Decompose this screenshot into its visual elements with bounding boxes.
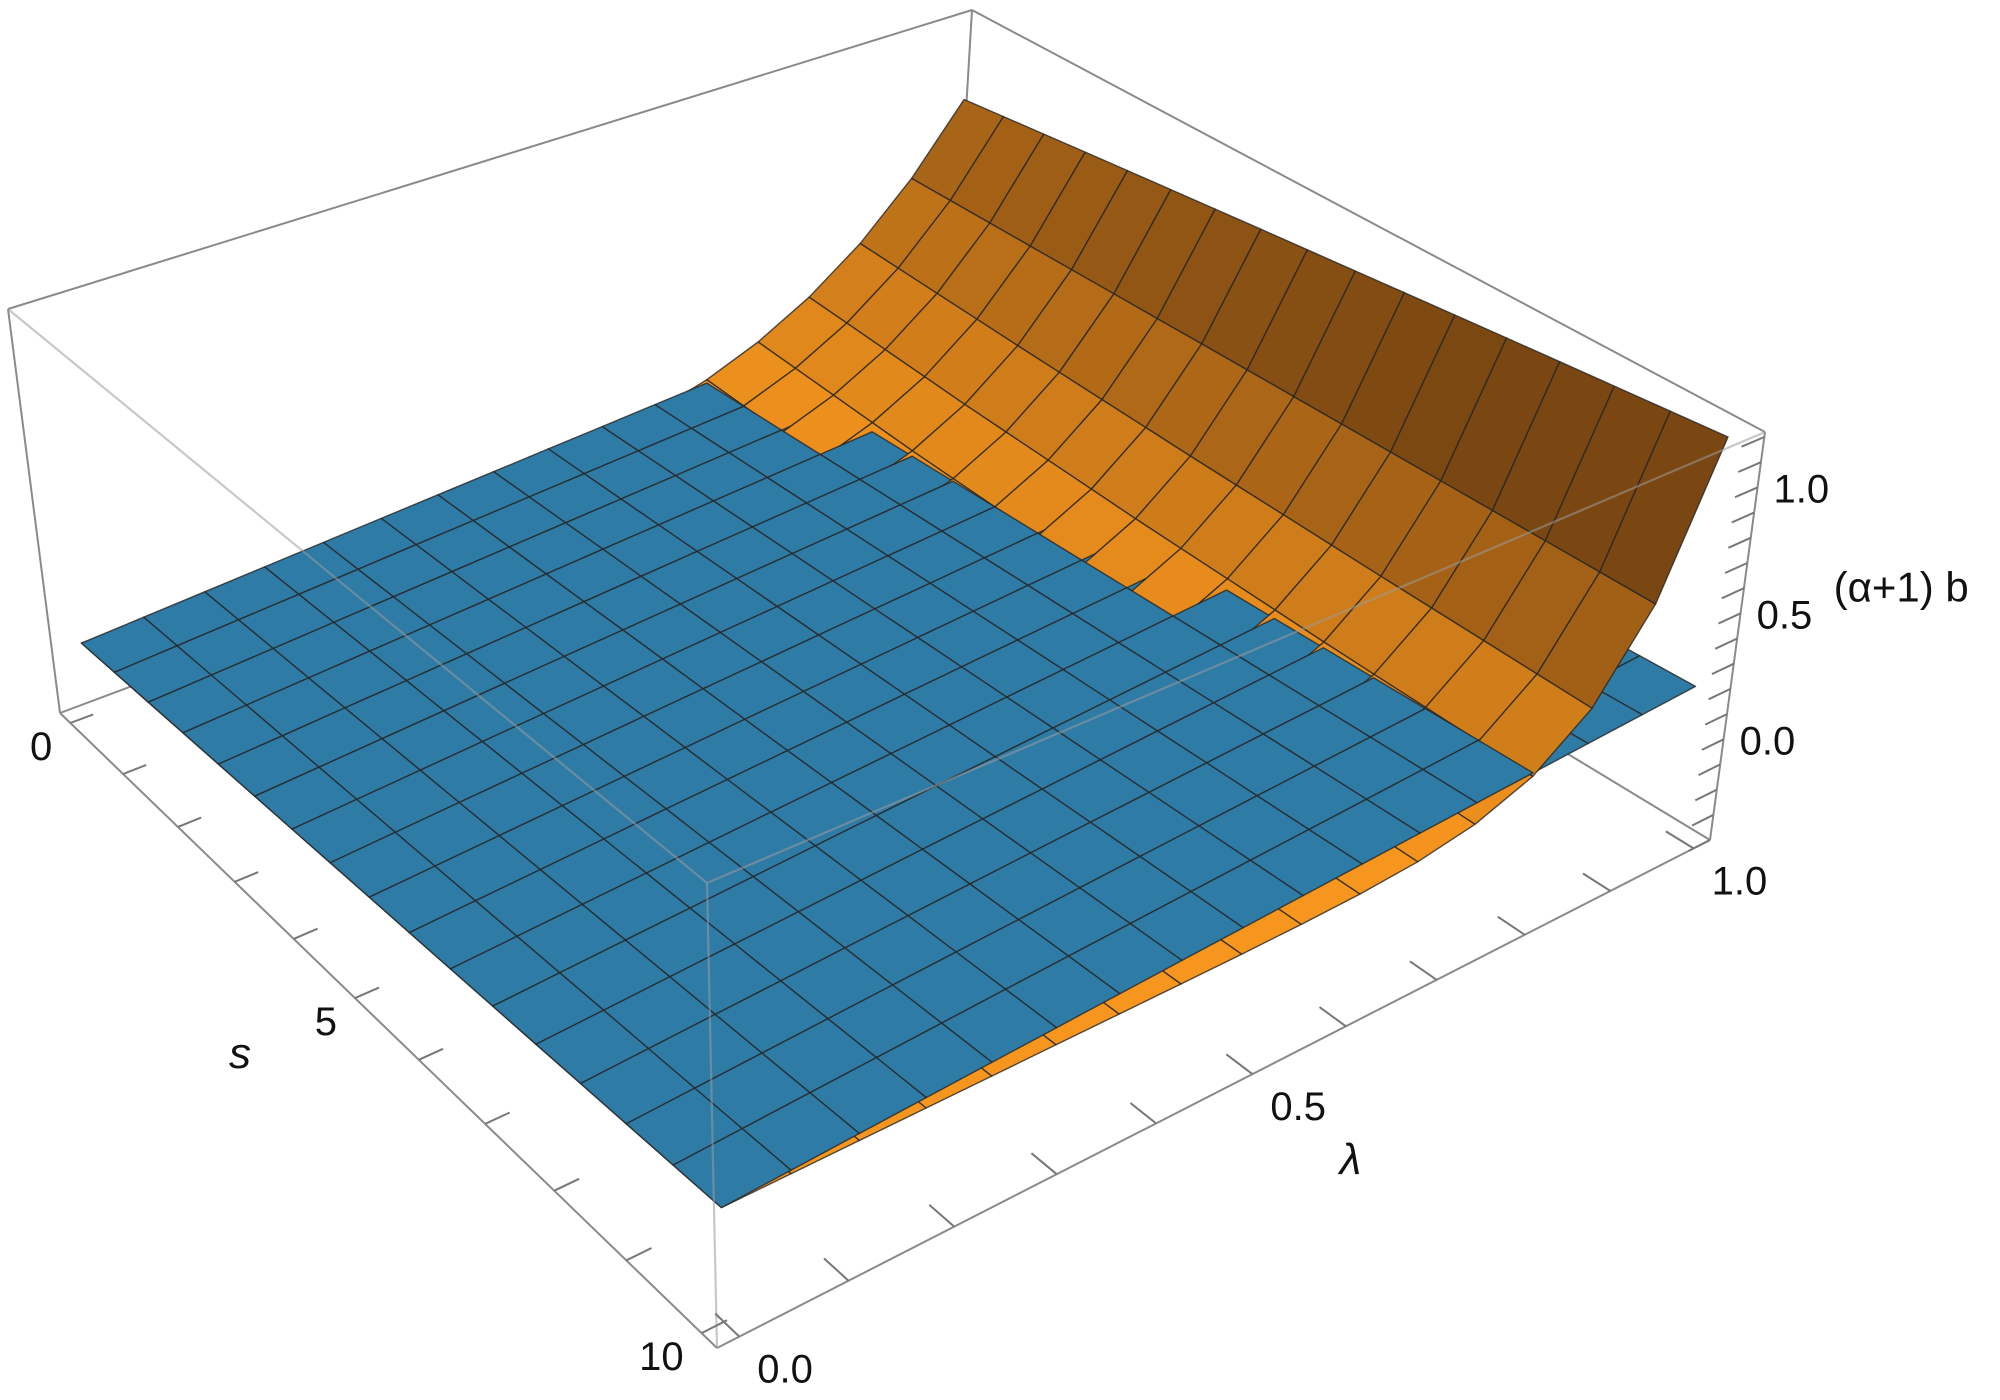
lambda-axis-tick xyxy=(1497,915,1526,936)
z-axis-tick xyxy=(1718,612,1742,625)
z-axis-tick xyxy=(1741,436,1765,448)
z-tick-label: 0.5 xyxy=(1757,593,1813,637)
box-edge-front xyxy=(7,308,708,884)
surfaces xyxy=(80,98,1729,1209)
box-edge xyxy=(59,712,718,1349)
s-axis-tick xyxy=(625,1247,652,1262)
lambda-axis-tick xyxy=(714,1312,740,1338)
z-axis-tick xyxy=(1701,738,1725,751)
lambda-tick-label: 0.5 xyxy=(1270,1085,1326,1129)
s-axis-tick xyxy=(69,713,94,724)
z-axis-tick xyxy=(1688,839,1711,852)
z-axis-tick xyxy=(1724,562,1748,574)
box-edge xyxy=(716,839,1711,1349)
lambda-axis-tick xyxy=(1030,1152,1058,1175)
lambda-axis-tick xyxy=(823,1257,850,1282)
z-axis-tick xyxy=(1727,536,1752,549)
lambda-axis-tick xyxy=(1582,872,1611,892)
lambda-axis-tick xyxy=(1318,1006,1347,1028)
axis-ticks xyxy=(69,436,1765,1338)
s-axis-tick xyxy=(234,871,259,883)
lambda-tick-label: 1.0 xyxy=(1712,859,1768,903)
z-tick-label: 1.0 xyxy=(1774,467,1830,511)
s-axis-tick xyxy=(701,1319,728,1334)
blue-surface-patch xyxy=(672,1127,792,1209)
s-tick-label: 5 xyxy=(315,1000,337,1044)
box-front-edges xyxy=(7,308,1766,1349)
z-axis-tick xyxy=(1714,637,1738,650)
box-edge xyxy=(7,9,973,310)
lambda-axis-tick xyxy=(1225,1053,1254,1075)
z-axis-tick xyxy=(1711,662,1735,676)
s-axis-tick xyxy=(293,927,318,940)
orange-surface-patch xyxy=(1599,410,1729,605)
z-axis-tick xyxy=(1691,813,1714,827)
z-tick-label: 0.0 xyxy=(1740,719,1796,763)
lambda-axis-tick xyxy=(928,1204,955,1228)
s-axis-label: s xyxy=(229,1029,251,1078)
z-axis-tick xyxy=(1698,763,1721,776)
z-axis-tick xyxy=(1734,486,1758,499)
s-axis-tick xyxy=(484,1111,511,1125)
s-tick-label: 10 xyxy=(639,1335,684,1379)
z-axis-tick xyxy=(1737,461,1762,473)
s-axis-tick xyxy=(553,1177,580,1192)
z-axis-tick xyxy=(1731,511,1755,524)
s-axis-tick xyxy=(354,986,380,1000)
lambda-axis-tick xyxy=(1129,1102,1157,1125)
z-axis-tick xyxy=(1704,713,1728,726)
lambda-tick-label: 0.0 xyxy=(757,1348,813,1392)
box-edge xyxy=(971,9,1766,433)
lambda-axis-label: λ xyxy=(1338,1135,1362,1184)
box-edge xyxy=(1709,431,1766,841)
s-tick-label: 0 xyxy=(30,725,52,769)
lambda-axis-tick xyxy=(1409,960,1438,981)
s-axis-tick xyxy=(122,764,147,775)
z-axis-tick xyxy=(1721,587,1745,600)
box-edge-front xyxy=(706,430,1766,885)
s-axis-tick xyxy=(177,816,202,828)
z-axis-tick xyxy=(1694,788,1718,802)
box-edge xyxy=(7,308,61,714)
z-axis-tick xyxy=(1708,687,1731,701)
axis-labels: 0 5 10 0.0 0.5 1.0 0.0 0.5 1.0 s λ (α+1) b xyxy=(30,467,1969,1391)
box-edge-front xyxy=(705,882,719,1349)
z-axis-label: (α+1) b xyxy=(1834,563,1969,610)
s-axis-tick xyxy=(418,1047,444,1061)
lambda-axis-tick xyxy=(1665,830,1695,850)
